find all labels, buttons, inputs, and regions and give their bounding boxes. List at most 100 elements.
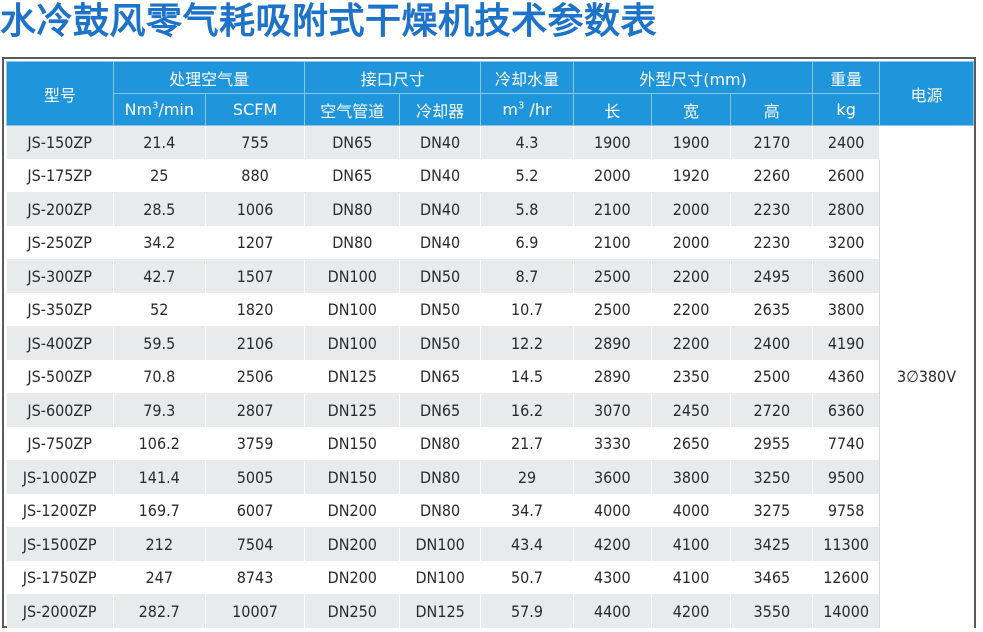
cell-model: JS-1000ZP: [6, 460, 114, 495]
cell-capacity-nm3: 212: [113, 527, 206, 562]
cell-length: 3330: [573, 427, 652, 461]
cell-cooler-pipe: DN65: [399, 393, 482, 428]
cell-model: JS-750ZP: [6, 427, 114, 461]
cell-height: 2955: [730, 427, 814, 461]
header-model: 型号: [6, 61, 114, 126]
cell-cooling-water: 8.7: [480, 259, 574, 294]
cell-height: 3465: [730, 561, 814, 595]
cell-capacity-scfm: 5005: [205, 460, 306, 495]
cell-model: JS-600ZP: [6, 393, 114, 428]
cell-capacity-scfm: 2106: [205, 326, 306, 361]
cell-length: 3600: [573, 460, 652, 495]
cell-length: 4000: [573, 494, 652, 528]
cell-model: JS-1750ZP: [6, 561, 114, 595]
cell-height: 3250: [730, 460, 814, 495]
cell-width: 2200: [651, 293, 732, 327]
cell-air-pipe: DN100: [304, 326, 401, 361]
cell-height: 2495: [730, 259, 814, 294]
table-row: JS-2000ZP 282.7 10007 DN250 DN125 57.9 4400 420…: [6, 594, 974, 629]
cell-cooler-pipe: DN50: [399, 259, 482, 294]
header-cooling-water: 冷却水量: [480, 61, 574, 94]
cell-model: JS-300ZP: [6, 259, 114, 294]
cell-capacity-scfm: 755: [205, 125, 306, 160]
cell-cooler-pipe: DN40: [399, 226, 482, 260]
cell-model: JS-400ZP: [6, 326, 114, 361]
cell-air-pipe: DN80: [304, 226, 401, 260]
cell-cooler-pipe: DN65: [399, 360, 482, 394]
cell-air-pipe: DN100: [304, 293, 401, 327]
cell-cooler-pipe: DN40: [399, 125, 482, 160]
cell-air-pipe: DN80: [304, 192, 401, 227]
cell-weight: 3200: [812, 226, 881, 260]
cell-model: JS-500ZP: [6, 360, 114, 394]
cell-length: 2100: [573, 226, 652, 260]
cell-length: 4300: [573, 561, 652, 595]
cell-air-pipe: DN200: [304, 527, 401, 562]
cell-length: 2500: [573, 293, 652, 327]
table-row: JS-750ZP 106.2 3759 DN150 DN80 21.7 3330 2650 29…: [6, 427, 974, 461]
table-body: JS-150ZP 21.4 755 DN65 DN40 4.3 1900 1900 2170 24…: [6, 125, 974, 629]
table-row: JS-1750ZP 247 8743 DN200 DN100 50.7 4300 4100 34…: [6, 561, 974, 595]
cell-weight: 7740: [812, 427, 881, 461]
header-connection-cooler: 冷却器: [399, 93, 482, 126]
cell-cooler-pipe: DN80: [399, 460, 482, 495]
header-capacity: 处理空气量: [112, 61, 306, 94]
cell-capacity-nm3: 169.7: [113, 494, 206, 528]
cell-width: 2650: [651, 427, 732, 461]
table-row: JS-200ZP 28.5 1006 DN80 DN40 5.8 2100 2000 2230 2…: [6, 192, 974, 227]
cell-power: 3∅380V: [879, 125, 974, 629]
cell-weight: 9758: [812, 494, 881, 528]
cell-capacity-nm3: 79.3: [113, 393, 206, 428]
cell-cooler-pipe: DN50: [399, 293, 482, 327]
header-cooling-unit: m3 /hr: [480, 93, 574, 126]
cell-weight: 2600: [812, 159, 881, 193]
cell-height: 3275: [730, 494, 814, 528]
cell-capacity-nm3: 25: [113, 159, 206, 193]
cell-capacity-nm3: 59.5: [113, 326, 206, 361]
cell-capacity-scfm: 1006: [205, 192, 306, 227]
table-row: JS-250ZP 34.2 1207 DN80 DN40 6.9 2100 2000 2230 3…: [6, 226, 974, 260]
cell-capacity-scfm: 2506: [205, 360, 306, 394]
cell-capacity-nm3: 34.2: [113, 226, 206, 260]
cell-cooler-pipe: DN100: [399, 527, 482, 562]
cell-cooler-pipe: DN100: [399, 561, 482, 595]
cell-capacity-nm3: 247: [113, 561, 206, 595]
cell-air-pipe: DN65: [304, 159, 401, 193]
cell-capacity-nm3: 141.4: [113, 460, 206, 495]
table-row: JS-1000ZP 141.4 5005 DN150 DN80 29 3600 3800 325…: [6, 460, 974, 495]
cell-width: 1900: [651, 125, 732, 160]
cell-model: JS-150ZP: [6, 125, 114, 160]
cell-air-pipe: DN65: [304, 125, 401, 160]
cell-length: 2890: [573, 360, 652, 394]
cell-model: JS-350ZP: [6, 293, 114, 327]
cell-capacity-scfm: 1207: [205, 226, 306, 260]
cell-width: 4200: [651, 594, 732, 629]
header-capacity-scfm: SCFM: [204, 93, 306, 126]
cell-width: 4000: [651, 494, 732, 528]
cell-cooling-water: 14.5: [480, 360, 574, 394]
cell-capacity-nm3: 282.7: [113, 594, 206, 629]
cell-model: JS-1500ZP: [6, 527, 114, 562]
cell-width: 2200: [651, 326, 732, 361]
table-row: JS-150ZP 21.4 755 DN65 DN40 4.3 1900 1900 2170 24…: [6, 125, 974, 629]
cell-capacity-scfm: 2807: [205, 393, 306, 428]
cell-capacity-scfm: 6007: [205, 494, 306, 528]
cell-cooler-pipe: DN40: [399, 159, 482, 193]
header-power: 电源: [879, 61, 974, 126]
cell-cooling-water: 5.8: [480, 192, 574, 227]
table-row: JS-400ZP 59.5 2106 DN100 DN50 12.2 2890 2200 240…: [6, 326, 974, 361]
cell-weight: 2800: [812, 192, 881, 227]
cell-cooler-pipe: DN50: [399, 326, 482, 361]
cell-length: 2000: [573, 159, 652, 193]
table-row: JS-500ZP 70.8 2506 DN125 DN65 14.5 2890 2350 250…: [6, 360, 974, 394]
cell-model: JS-175ZP: [6, 159, 114, 193]
cell-width: 2200: [651, 259, 732, 294]
cell-cooling-water: 16.2: [480, 393, 574, 428]
cell-capacity-nm3: 70.8: [113, 360, 206, 394]
cell-capacity-scfm: 3759: [205, 427, 306, 461]
header-dim-height: 高: [730, 93, 814, 126]
header-weight: 重量: [812, 61, 881, 94]
header-connection-air: 空气管道: [304, 93, 401, 126]
cell-height: 3425: [730, 527, 814, 562]
cell-cooling-water: 5.2: [480, 159, 574, 193]
